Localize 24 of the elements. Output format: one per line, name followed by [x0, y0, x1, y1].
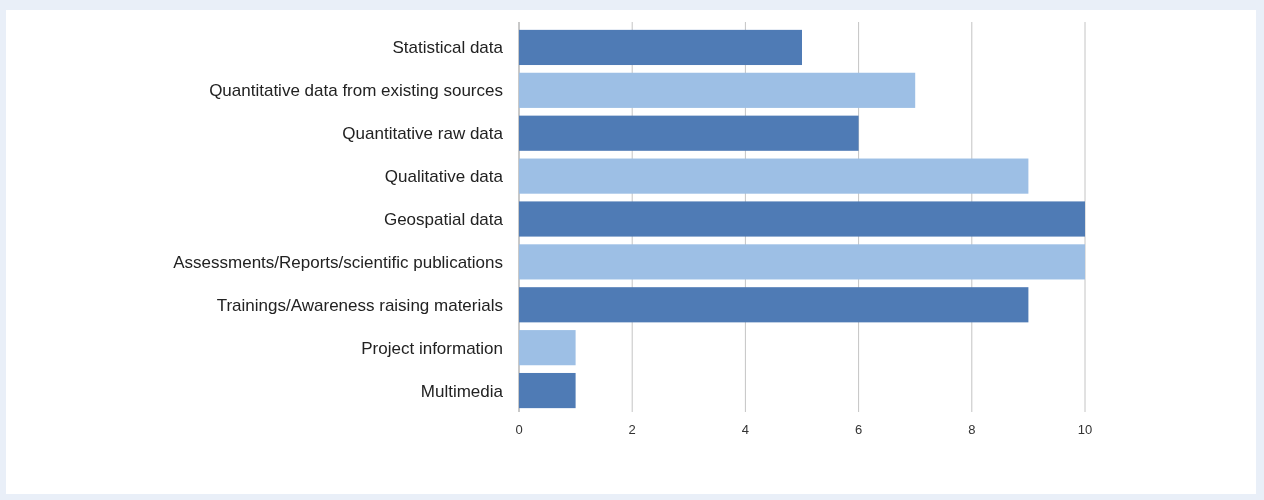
y-tick-label: Quantitative raw data — [342, 124, 504, 144]
y-tick-label: Multimedia — [420, 381, 504, 401]
bar — [519, 330, 576, 366]
bar — [519, 244, 1085, 280]
y-tick-label: Project information — [361, 338, 503, 358]
y-tick-label: Quantitative data from existing sources — [209, 81, 503, 101]
x-tick-label: 8 — [968, 422, 976, 437]
x-tick-label: 2 — [628, 422, 636, 437]
x-tick-label: 10 — [1077, 422, 1093, 437]
bar — [519, 158, 1029, 194]
y-tick-label: Qualitative data — [384, 167, 504, 187]
x-tick-label: 0 — [515, 422, 523, 437]
bar — [519, 372, 576, 409]
x-tick-label: 6 — [854, 422, 863, 437]
bar — [519, 287, 1029, 323]
x-tick-label: 4 — [741, 422, 750, 437]
bar — [519, 29, 802, 66]
y-tick-label: Geospatial data — [383, 210, 504, 229]
bar — [519, 115, 859, 151]
y-tick-label: Assessments/Reports/scientific publications — [173, 252, 503, 272]
y-tick-label: Trainings/Awareness raising materials — [216, 295, 503, 315]
y-tick-label: Statistical data — [392, 38, 504, 58]
bar — [519, 72, 916, 108]
bar — [519, 201, 1085, 237]
